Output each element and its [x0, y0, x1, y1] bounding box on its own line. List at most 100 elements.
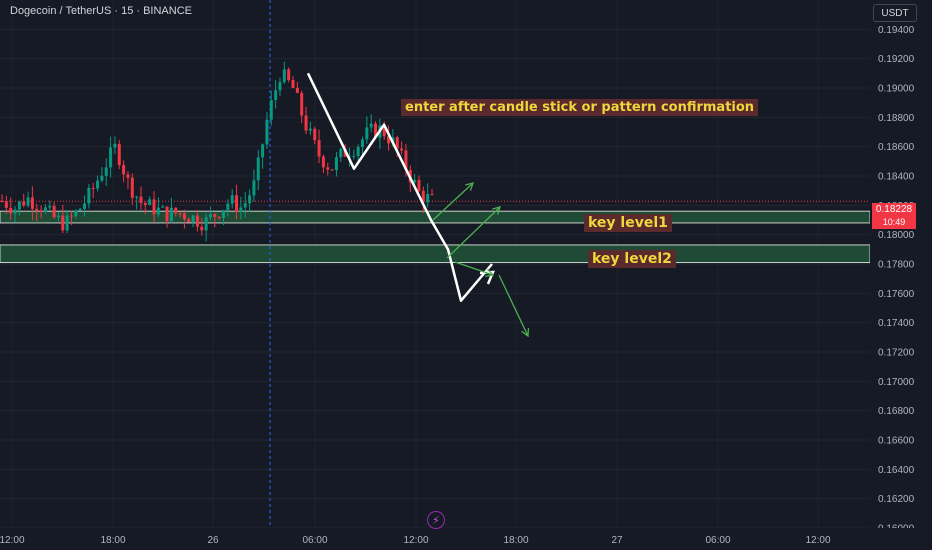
time-tick-label: 06:00 — [302, 535, 327, 546]
time-axis-bg — [0, 528, 932, 550]
candle-body — [65, 215, 69, 231]
candle-body — [222, 210, 226, 218]
candle-body — [330, 169, 334, 171]
candle-body — [4, 201, 8, 208]
candle-body — [191, 215, 195, 223]
time-tick-label: 06:00 — [705, 535, 730, 546]
time-tick-label: 18:00 — [503, 535, 528, 546]
price-tick-label: 0.18600 — [878, 142, 915, 153]
entry-note[interactable]: enter after candle stick or pattern conf… — [401, 99, 759, 116]
candle-body — [100, 175, 104, 181]
candle-body — [130, 177, 134, 198]
candle-body — [126, 174, 130, 178]
candle-body — [352, 156, 356, 158]
candle-body — [113, 143, 117, 148]
candle-body — [61, 215, 65, 231]
candle-body — [13, 209, 17, 214]
candle-body — [287, 69, 291, 80]
time-tick-label: 12:00 — [805, 535, 830, 546]
price-axis: 0.19400 0.19200 0.19000 0.18800 0.18600 0.184… — [870, 0, 932, 550]
candle-body — [104, 167, 108, 176]
candle-body — [404, 150, 408, 171]
candle-body — [204, 217, 208, 231]
candle-body — [417, 180, 421, 191]
projected-path — [306, 72, 493, 302]
candle-body — [169, 207, 173, 222]
candle-body — [300, 92, 304, 116]
candle-body — [139, 196, 143, 203]
candle-body — [291, 79, 295, 88]
key-level-zone-2 — [0, 244, 871, 264]
price-tick-label: 0.17800 — [878, 260, 915, 271]
candle-body — [35, 208, 39, 211]
bar-countdown: 10:49 — [882, 217, 906, 227]
candle-body — [208, 214, 212, 218]
candle-body — [22, 201, 26, 206]
drawings — [306, 72, 530, 338]
price-tick-label: 0.18000 — [878, 230, 915, 241]
candle-body — [69, 215, 73, 217]
candle-body — [243, 203, 247, 208]
lightning-icon[interactable]: ⚡ — [427, 511, 445, 529]
candle-body — [256, 157, 260, 181]
candle-body — [282, 69, 286, 83]
candle-body — [200, 226, 204, 231]
key-level-2-label[interactable]: key level2 — [588, 250, 676, 268]
price-tick-label: 0.18400 — [878, 172, 915, 183]
candle-body — [9, 207, 13, 214]
candle-body — [56, 215, 60, 218]
candle-body — [400, 148, 404, 151]
time-tick-label: 27 — [611, 535, 623, 546]
candle-body — [39, 210, 43, 212]
key-level-1-label[interactable]: key level1 — [584, 214, 672, 232]
time-tick-label: 12:00 — [403, 535, 428, 546]
candle-body — [217, 216, 221, 218]
candle-body — [365, 127, 369, 140]
price-axis-bg — [870, 0, 932, 550]
candle-body — [109, 147, 113, 168]
candle-body — [148, 199, 152, 205]
key-level-zone-1 — [0, 210, 871, 224]
candle-body — [74, 210, 78, 217]
candle-body — [165, 206, 169, 222]
candle-body — [430, 193, 434, 195]
candle-body — [361, 139, 365, 148]
candle-body — [326, 167, 330, 170]
candle-body — [387, 136, 391, 144]
price-tick-label: 0.16600 — [878, 436, 915, 447]
candle-body — [269, 100, 273, 120]
price-tick-label: 0.16200 — [878, 494, 915, 505]
symbol-title: Dogecoin / TetherUS · 15 · BINANCE — [10, 5, 192, 17]
candle-body — [248, 195, 252, 204]
time-tick-label: 26 — [207, 535, 219, 546]
time-tick-label: 12:00 — [0, 535, 25, 546]
price-tick-label: 0.16800 — [878, 406, 915, 417]
candle-body — [278, 82, 282, 91]
candle-body — [52, 205, 56, 218]
candle-body — [295, 87, 299, 93]
candle-body — [0, 200, 4, 202]
candles — [0, 61, 434, 242]
candle-body — [87, 187, 91, 204]
candle-body — [334, 157, 338, 171]
chart-grid — [0, 28, 870, 529]
candle-body — [48, 205, 52, 208]
candle-body — [152, 199, 156, 215]
candle-body — [421, 190, 425, 203]
last-price-tag: 0.18228 10:49 — [872, 203, 916, 229]
candle-body — [213, 214, 217, 217]
candle-body — [83, 203, 87, 209]
candle-body — [321, 156, 325, 168]
candle-body — [235, 195, 239, 212]
candle-body — [382, 125, 386, 137]
candle-body — [174, 207, 178, 214]
candle-body — [178, 213, 182, 215]
time-tick-label: 18:00 — [100, 535, 125, 546]
candle-body — [156, 207, 160, 215]
price-tick-label: 0.16400 — [878, 465, 915, 476]
price-tick-label: 0.19400 — [878, 25, 915, 36]
price-tick-label: 0.17400 — [878, 318, 915, 329]
green-arrow-2-head — [492, 206, 501, 215]
currency-button[interactable]: USDT — [873, 4, 917, 22]
